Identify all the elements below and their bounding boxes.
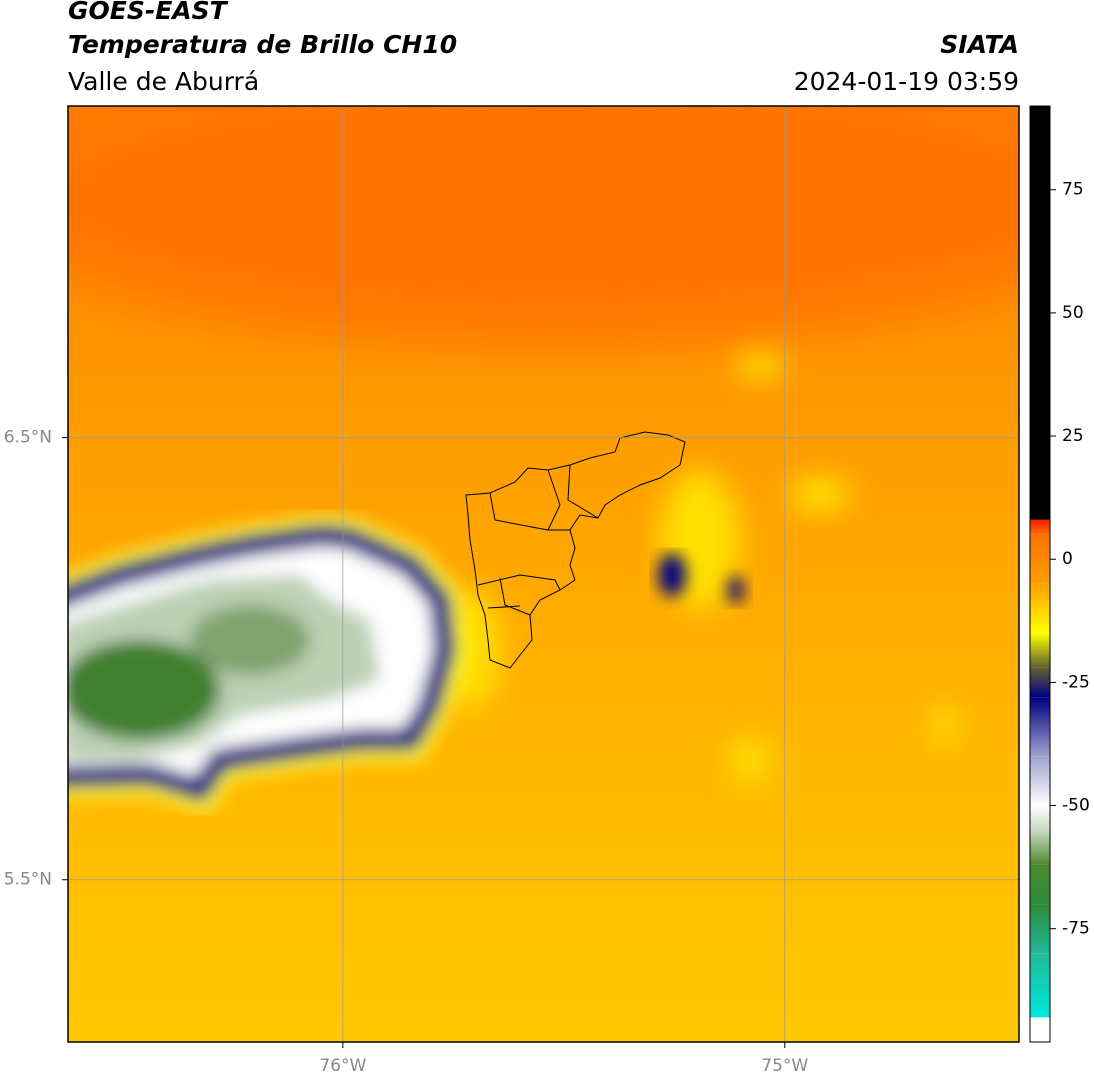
colorbar-tick-label: -25 bbox=[1062, 672, 1090, 692]
warm-area bbox=[68, 106, 1019, 340]
colorbar-tick-label: 50 bbox=[1062, 303, 1084, 323]
colorbar-tick-label: 0 bbox=[1062, 549, 1073, 569]
datetime: 2024-01-19 03:59 bbox=[794, 67, 1019, 96]
colorbar-segment bbox=[1030, 830, 1050, 865]
colorbar-segment bbox=[1030, 953, 1050, 1018]
colorbar-tick-label: 75 bbox=[1062, 180, 1084, 200]
y-tick-label: 5.5°N bbox=[4, 870, 52, 890]
colorbar-segment bbox=[1030, 583, 1050, 634]
y-tick-label: 6.5°N bbox=[4, 428, 52, 448]
municipal-boundaries bbox=[465, 431, 686, 669]
region: Valle de Aburrá bbox=[68, 67, 259, 96]
colorbar-frame bbox=[1029, 105, 1051, 1043]
colorbar-segment bbox=[1030, 667, 1050, 698]
colorbar-tick-label: 25 bbox=[1062, 426, 1084, 446]
colorbar-segment bbox=[1030, 864, 1050, 905]
colorbar-segment bbox=[1030, 805, 1050, 831]
title: GOES-EAST bbox=[68, 0, 229, 25]
colorbar-segment bbox=[1030, 534, 1050, 584]
colorbar-segment bbox=[1030, 756, 1050, 806]
map-frame bbox=[67, 105, 1020, 1043]
colorbar: 75 50 25 0 -25 -50 -75 bbox=[1030, 106, 1090, 1042]
colorbar-segment bbox=[1030, 1017, 1050, 1042]
grid bbox=[68, 106, 1019, 1042]
colorbar-segment bbox=[1030, 106, 1050, 520]
colorbar-tick-label: -75 bbox=[1062, 919, 1090, 939]
colorbar-tick-label: -50 bbox=[1062, 796, 1090, 816]
x-tick-label: 75°W bbox=[761, 1056, 808, 1076]
cloud bbox=[68, 514, 466, 814]
colorbar-segment bbox=[1030, 697, 1050, 757]
cold-spots bbox=[658, 553, 744, 604]
x-tick-label: 76°W bbox=[319, 1056, 366, 1076]
colorbar-segment bbox=[1030, 904, 1050, 954]
colorbar-segment bbox=[1030, 519, 1050, 535]
subtitle: Temperatura de Brillo CH10 bbox=[68, 30, 457, 59]
imagery bbox=[68, 106, 1019, 1042]
source: SIATA bbox=[940, 30, 1019, 59]
colorbar-segment bbox=[1030, 633, 1050, 668]
